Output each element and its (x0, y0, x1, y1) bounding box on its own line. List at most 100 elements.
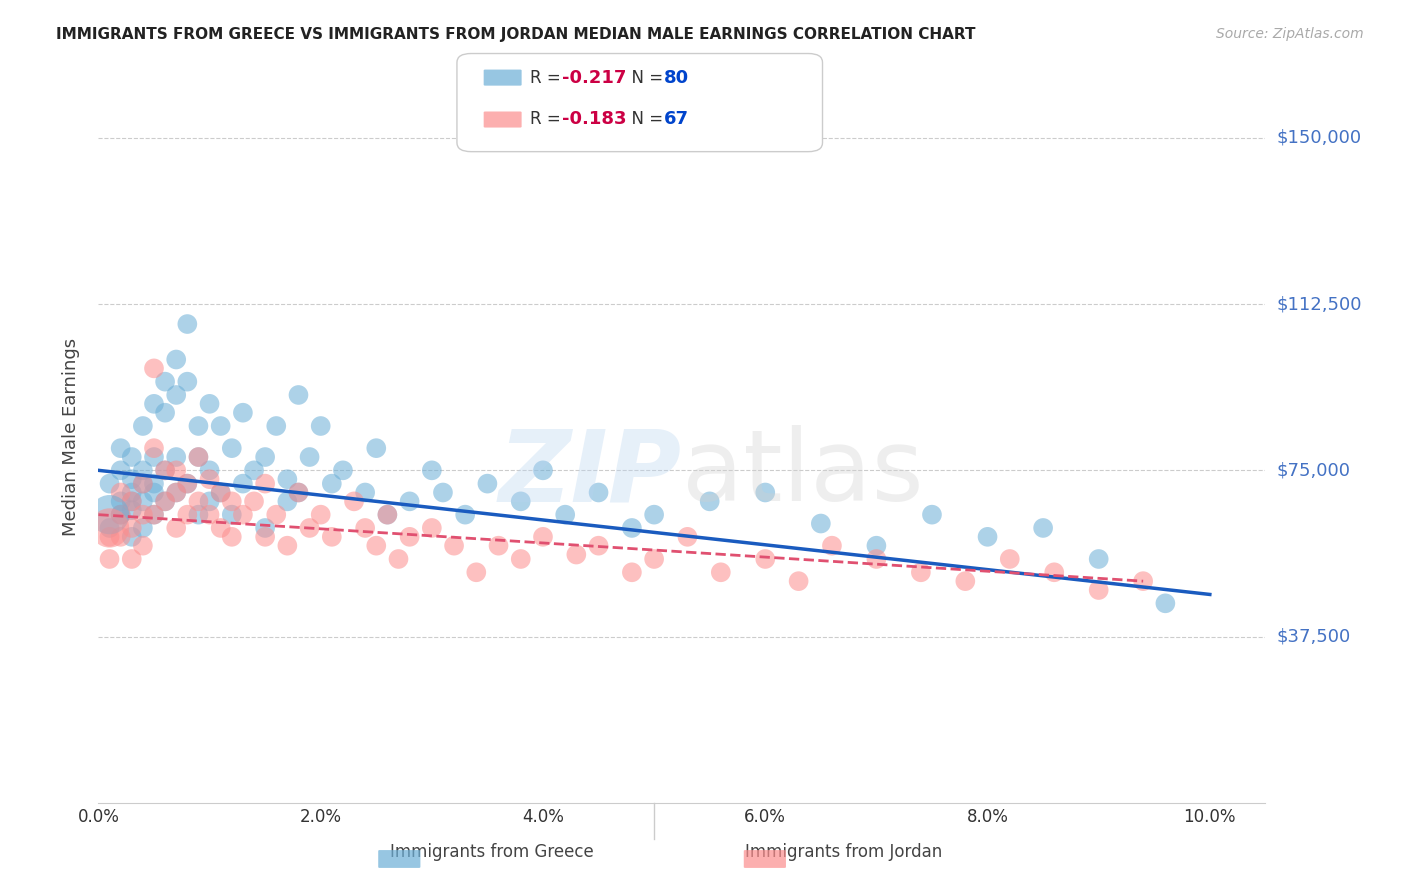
Point (132, 539, 155, 553)
Point (132, 476, 155, 491)
Point (488, 539, 510, 553)
Point (676, 530, 699, 544)
Point (121, 494, 143, 508)
Point (153, 463, 176, 477)
Point (1132, 574, 1154, 589)
Text: -0.183: -0.183 (562, 110, 627, 128)
Point (620, 566, 643, 580)
Point (398, 530, 420, 544)
Point (209, 419, 232, 434)
Text: ZIP: ZIP (499, 425, 682, 522)
Point (98, 521, 121, 535)
Point (221, 494, 243, 508)
Point (209, 485, 232, 500)
Point (98, 530, 121, 544)
Point (209, 521, 232, 535)
Point (110, 441, 132, 455)
Text: Immigrants from Jordan: Immigrants from Jordan (745, 843, 942, 861)
Point (165, 352, 187, 367)
Point (1154, 596, 1177, 610)
Point (588, 485, 610, 500)
Point (132, 494, 155, 508)
Point (132, 521, 155, 535)
Text: -0.217: -0.217 (562, 69, 627, 87)
Point (276, 539, 298, 553)
Point (143, 361, 166, 376)
Point (354, 485, 377, 500)
Point (143, 508, 166, 522)
Point (165, 521, 187, 535)
Point (865, 539, 887, 553)
Point (620, 521, 643, 535)
Point (187, 508, 209, 522)
Point (465, 566, 488, 580)
Point (276, 472, 298, 486)
Point (377, 508, 399, 522)
Point (98, 552, 121, 566)
Point (232, 508, 254, 522)
Point (298, 450, 321, 464)
Point (176, 508, 198, 522)
Point (1087, 552, 1109, 566)
Point (198, 508, 221, 522)
Point (153, 375, 176, 389)
Point (153, 494, 176, 508)
Point (432, 485, 454, 500)
Point (176, 476, 198, 491)
Point (998, 552, 1021, 566)
Point (420, 463, 443, 477)
Point (221, 441, 243, 455)
Point (98, 508, 121, 522)
Point (264, 419, 287, 434)
Point (309, 419, 332, 434)
Point (643, 552, 665, 566)
Point (187, 450, 209, 464)
Point (254, 476, 277, 491)
Point (343, 494, 366, 508)
Point (254, 530, 277, 544)
Point (976, 530, 998, 544)
Text: R =: R = (530, 69, 567, 87)
Point (165, 388, 187, 402)
Point (110, 530, 132, 544)
Point (1087, 582, 1109, 597)
Point (754, 485, 776, 500)
Point (176, 476, 198, 491)
Point (121, 552, 143, 566)
Point (287, 388, 309, 402)
Point (377, 508, 399, 522)
Text: R =: R = (530, 110, 567, 128)
Point (298, 521, 321, 535)
Point (554, 508, 576, 522)
Point (243, 494, 266, 508)
Point (121, 450, 143, 464)
Point (254, 521, 277, 535)
Point (254, 450, 277, 464)
Point (98, 521, 121, 535)
Point (243, 463, 266, 477)
Point (176, 317, 198, 331)
Text: 80: 80 (664, 69, 689, 87)
Point (366, 441, 388, 455)
Point (98, 476, 121, 491)
Point (187, 450, 209, 464)
Point (132, 476, 155, 491)
Point (810, 516, 832, 531)
Point (955, 574, 977, 589)
Point (454, 508, 477, 522)
Point (366, 539, 388, 553)
Point (787, 574, 810, 589)
Point (921, 508, 943, 522)
Point (143, 476, 166, 491)
Point (187, 494, 209, 508)
Text: Immigrants from Greece: Immigrants from Greece (391, 843, 593, 861)
Text: IMMIGRANTS FROM GREECE VS IMMIGRANTS FROM JORDAN MEDIAN MALE EARNINGS CORRELATIO: IMMIGRANTS FROM GREECE VS IMMIGRANTS FRO… (56, 27, 976, 42)
Point (477, 476, 499, 491)
Point (710, 566, 733, 580)
Point (132, 419, 155, 434)
Point (143, 485, 166, 500)
Point (865, 552, 887, 566)
Point (110, 463, 132, 477)
Point (132, 463, 155, 477)
Text: 67: 67 (664, 110, 689, 128)
